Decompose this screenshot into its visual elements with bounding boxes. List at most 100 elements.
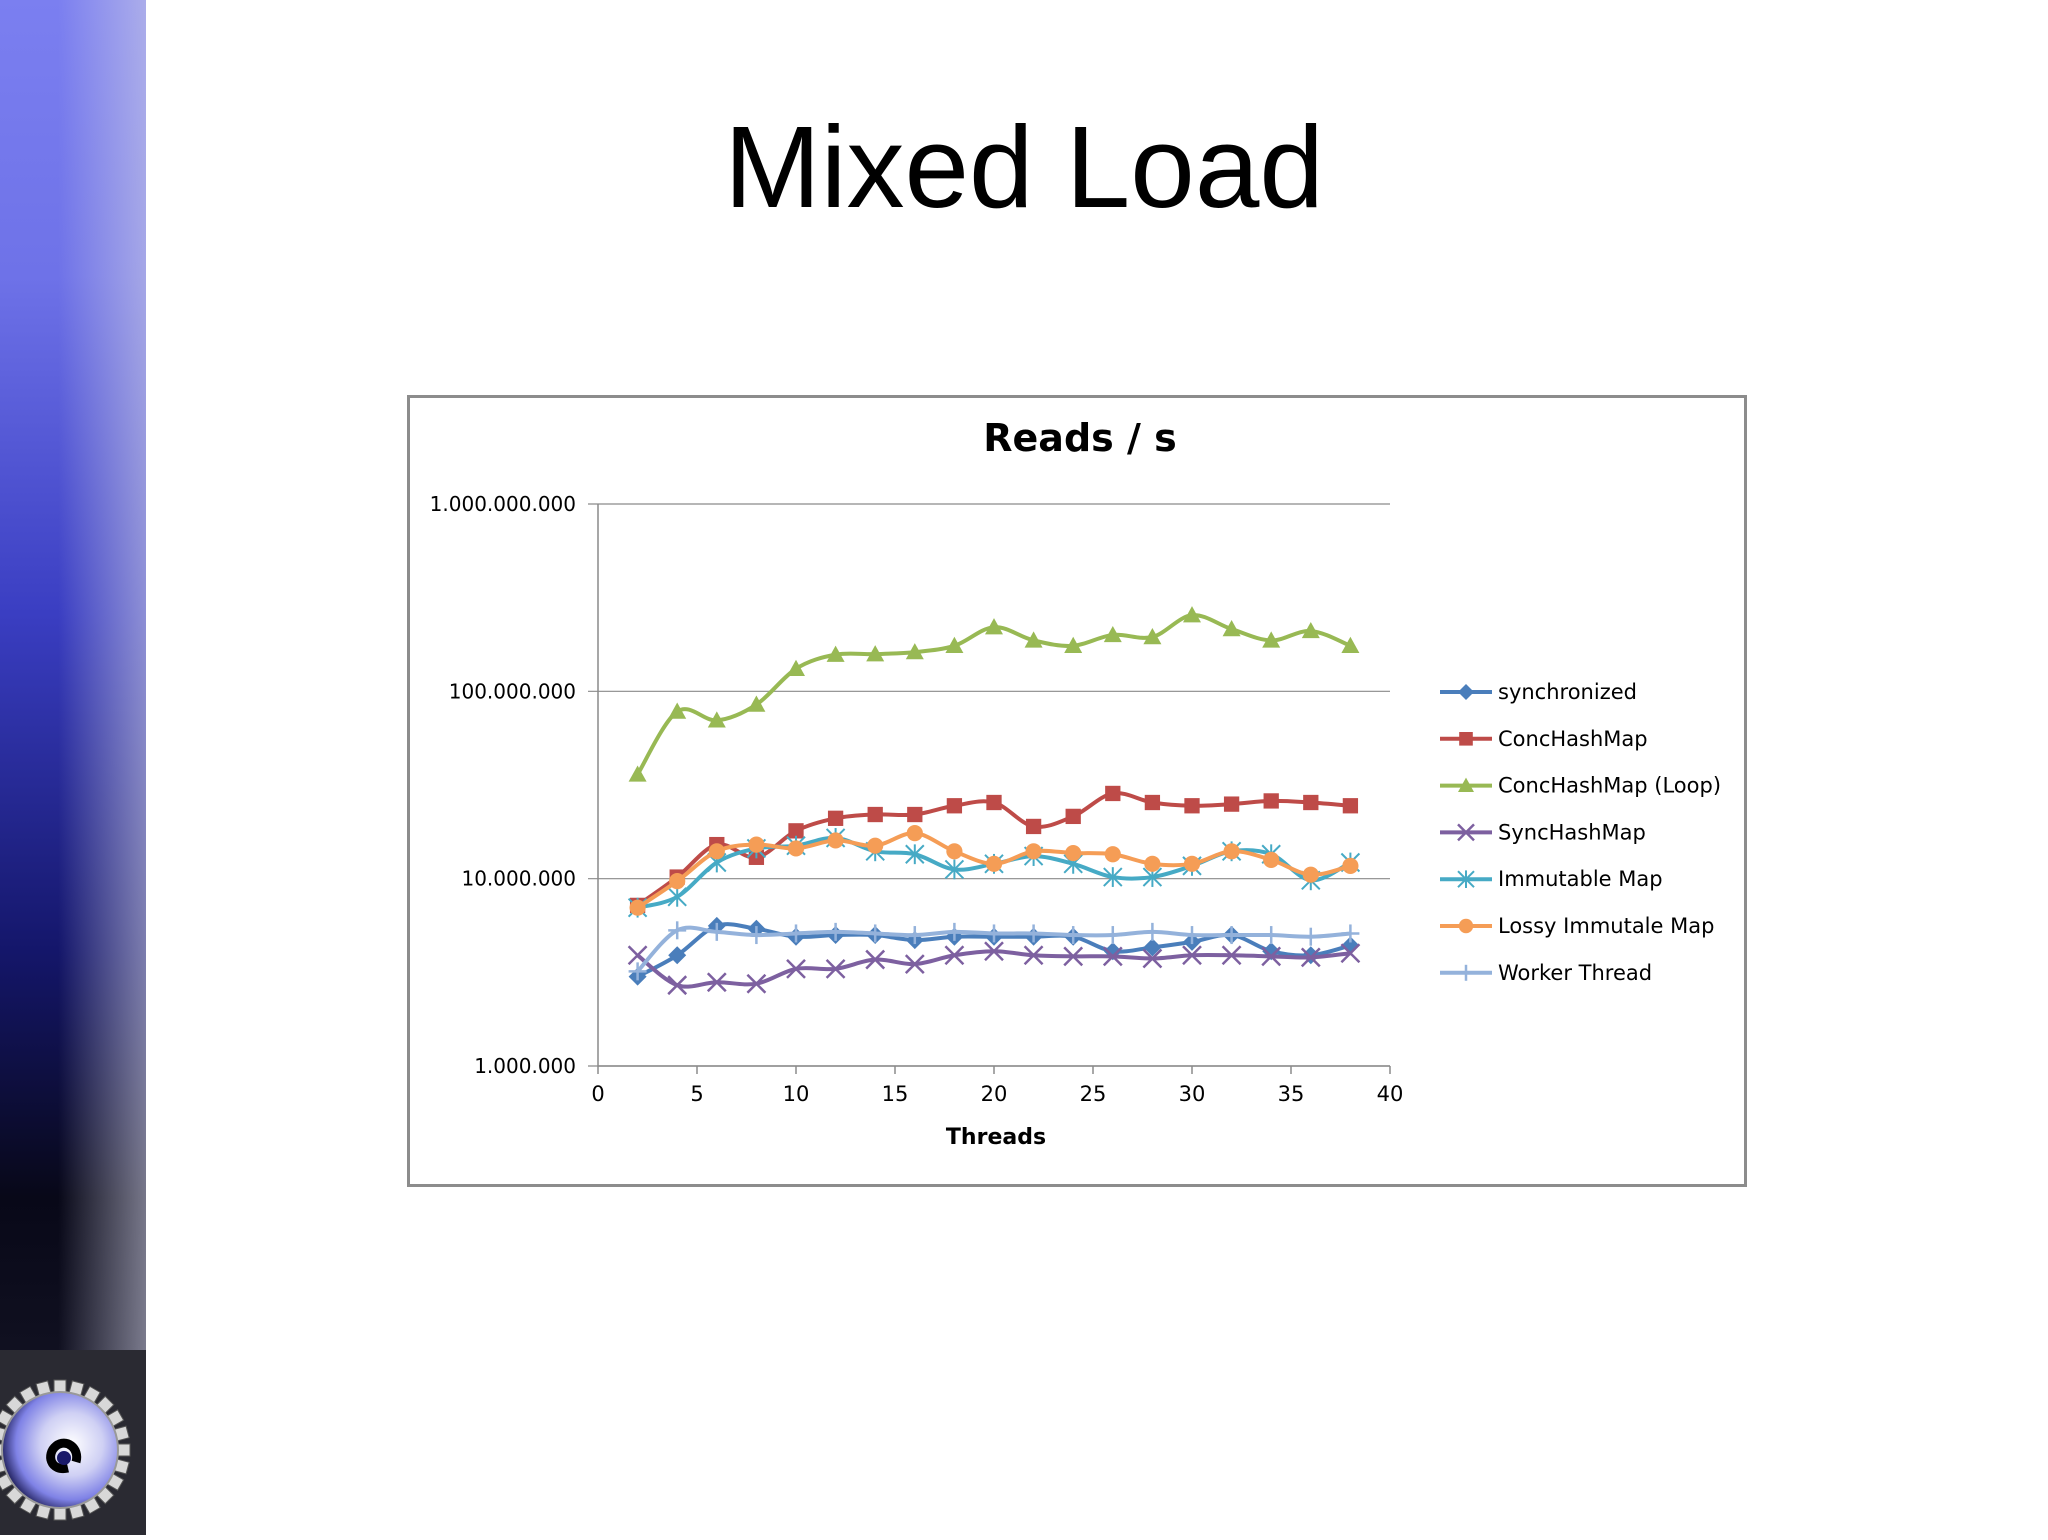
data-point bbox=[629, 899, 646, 916]
x-tick-label: 25 bbox=[1080, 1082, 1107, 1106]
x-tick-label: 0 bbox=[591, 1082, 604, 1106]
data-point bbox=[946, 843, 963, 860]
data-point bbox=[945, 922, 964, 941]
data-point bbox=[985, 618, 1003, 635]
data-point bbox=[1103, 867, 1123, 887]
x-tick-label: 35 bbox=[1278, 1082, 1305, 1106]
legend-item: Worker Thread bbox=[1440, 961, 1652, 985]
data-point bbox=[668, 946, 687, 965]
data-point bbox=[1222, 620, 1241, 637]
data-point bbox=[904, 954, 925, 974]
series-immutable-map bbox=[627, 828, 1361, 918]
x-tick-label: 30 bbox=[1179, 1082, 1206, 1106]
data-point bbox=[1302, 866, 1319, 883]
data-point bbox=[865, 949, 886, 970]
legend-label: SyncHashMap bbox=[1498, 820, 1646, 844]
data-point bbox=[747, 695, 766, 712]
legend-item: Immutable Map bbox=[1440, 867, 1663, 891]
legend-label: Worker Thread bbox=[1498, 961, 1652, 985]
data-point bbox=[1342, 857, 1359, 874]
data-point bbox=[1341, 924, 1360, 943]
legend-item: SyncHashMap bbox=[1440, 820, 1646, 844]
legend-label: Immutable Map bbox=[1498, 867, 1663, 891]
series-conchashmap-loop bbox=[628, 606, 1360, 782]
marker-stroke bbox=[786, 958, 806, 979]
data-point bbox=[667, 975, 688, 996]
data-point bbox=[1261, 946, 1282, 967]
legend: synchronized ConcHashMap ConcHashMap (Loop… bbox=[1440, 680, 1721, 985]
data-point bbox=[748, 836, 765, 853]
y-tick-label: 1.000.000.000 bbox=[430, 492, 576, 516]
data-point bbox=[944, 945, 965, 966]
data-point bbox=[867, 837, 884, 854]
data-point bbox=[946, 798, 963, 814]
gear-logo-icon bbox=[0, 1379, 131, 1521]
legend-item: Lossy Immutale Map bbox=[1440, 914, 1714, 938]
data-point bbox=[986, 794, 1002, 811]
data-point bbox=[628, 962, 647, 981]
data-point bbox=[866, 645, 885, 662]
marker-stroke bbox=[1261, 946, 1282, 967]
data-point bbox=[944, 859, 965, 880]
data-point bbox=[1263, 851, 1280, 868]
data-point bbox=[1064, 636, 1083, 654]
data-point bbox=[1262, 631, 1281, 648]
data-point bbox=[668, 702, 687, 719]
legend-label: ConcHashMap bbox=[1498, 727, 1648, 751]
data-point bbox=[1025, 818, 1042, 835]
marker-stroke bbox=[865, 949, 886, 970]
legend-marker bbox=[1458, 777, 1474, 792]
marker-stroke bbox=[1300, 947, 1321, 968]
chart-frame: Reads / s 1.000.000 10.000.000 100.000.000… bbox=[407, 395, 1747, 1187]
data-point bbox=[1143, 922, 1162, 941]
data-point bbox=[1263, 793, 1279, 809]
data-point bbox=[1183, 926, 1201, 945]
x-axis-label: Threads bbox=[946, 1125, 1046, 1150]
data-point bbox=[945, 636, 964, 654]
data-point bbox=[1341, 636, 1360, 654]
data-point bbox=[985, 855, 1003, 872]
y-tick-label: 100.000.000 bbox=[449, 679, 576, 703]
data-point bbox=[667, 886, 687, 907]
data-point bbox=[787, 840, 805, 857]
data-point bbox=[707, 922, 726, 941]
marker-stroke bbox=[904, 954, 925, 974]
data-point bbox=[985, 924, 1003, 943]
marker-stroke bbox=[984, 941, 1004, 962]
data-point bbox=[669, 873, 686, 890]
data-point bbox=[826, 922, 845, 941]
data-point bbox=[747, 926, 766, 945]
data-point bbox=[1143, 628, 1162, 645]
data-point bbox=[708, 843, 725, 860]
data-point bbox=[905, 844, 925, 865]
marker-stroke bbox=[627, 945, 648, 966]
series-worker-thread bbox=[628, 921, 1360, 981]
data-point bbox=[1025, 843, 1042, 860]
data-point bbox=[1142, 948, 1163, 969]
y-tick-label: 1.000.000 bbox=[474, 1054, 576, 1078]
x-tick-label: 10 bbox=[783, 1082, 810, 1106]
data-point bbox=[1102, 946, 1123, 967]
marker-stroke bbox=[1142, 948, 1163, 969]
data-point bbox=[1024, 924, 1043, 943]
marker-stroke bbox=[667, 975, 688, 996]
data-point bbox=[826, 645, 845, 662]
data-point bbox=[1103, 625, 1122, 643]
x-tick-label: 40 bbox=[1377, 1082, 1404, 1106]
reads-chart: Reads / s 1.000.000 10.000.000 100.000.000… bbox=[430, 416, 1721, 1150]
marker-stroke bbox=[706, 972, 727, 993]
data-point bbox=[1301, 927, 1320, 946]
data-point bbox=[787, 924, 805, 943]
series-line bbox=[635, 613, 1352, 776]
data-point bbox=[1300, 947, 1321, 968]
data-point bbox=[984, 941, 1004, 962]
data-point bbox=[706, 972, 727, 993]
chart-title: Reads / s bbox=[983, 416, 1176, 460]
data-point bbox=[1182, 945, 1202, 966]
legend-marker bbox=[1457, 870, 1475, 888]
series-synchashmap bbox=[627, 941, 1361, 996]
marker-stroke bbox=[1221, 945, 1242, 966]
data-point bbox=[906, 825, 923, 842]
data-point bbox=[1183, 606, 1201, 623]
legend-item: ConcHashMap bbox=[1440, 727, 1648, 751]
